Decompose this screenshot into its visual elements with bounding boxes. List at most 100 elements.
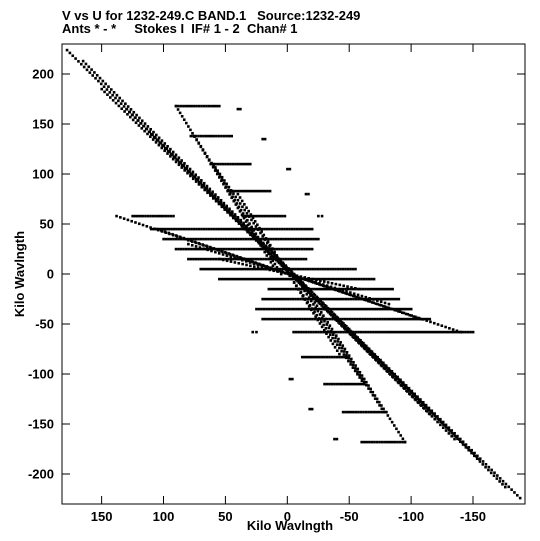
data-point [266, 297, 269, 301]
data-point [326, 287, 330, 291]
data-point [230, 247, 233, 251]
data-point [261, 267, 265, 271]
data-point [257, 237, 260, 241]
data-point [284, 264, 288, 267]
data-point [301, 294, 304, 298]
data-point [218, 277, 221, 281]
data-point [375, 440, 379, 444]
data-point [204, 134, 208, 138]
data-point [277, 277, 281, 281]
data-point [255, 277, 259, 281]
data-point [496, 474, 499, 477]
data-point [239, 189, 242, 193]
data-point [416, 330, 420, 334]
data-point [448, 326, 451, 330]
data-point [350, 307, 353, 311]
data-point [160, 146, 164, 150]
data-point [354, 267, 357, 271]
data-point [389, 370, 392, 374]
data-point [402, 383, 406, 387]
data-point [308, 407, 311, 411]
data-point [377, 410, 381, 414]
y-tick-label: -50 [35, 317, 54, 332]
data-point [379, 307, 383, 311]
data-point [424, 330, 428, 334]
data-point [345, 324, 348, 328]
data-point [463, 443, 467, 447]
data-point [259, 267, 262, 271]
data-point [197, 180, 201, 184]
data-point [335, 437, 339, 441]
data-point [239, 267, 242, 271]
data-point [322, 330, 325, 334]
data-point [238, 256, 242, 259]
data-point [359, 287, 362, 291]
data-point [299, 237, 303, 241]
data-point [248, 261, 252, 264]
data-point [223, 277, 226, 281]
data-point [263, 245, 266, 249]
data-point [244, 189, 247, 193]
data-point [119, 102, 123, 105]
data-point [117, 99, 120, 103]
data-point [419, 330, 423, 334]
data-point [164, 237, 168, 241]
data-point [353, 369, 357, 373]
data-point [366, 346, 369, 350]
data-point [275, 266, 279, 269]
data-point [280, 247, 284, 251]
data-point [305, 285, 308, 289]
data-point [315, 299, 319, 303]
data-point [303, 355, 307, 359]
data-point [294, 257, 298, 261]
data-point [194, 247, 198, 251]
data-point [302, 284, 306, 288]
data-point [232, 257, 235, 261]
data-point [323, 382, 326, 386]
data-point [217, 257, 220, 261]
data-point [119, 216, 122, 219]
data-point [302, 277, 306, 281]
data-point [197, 241, 201, 245]
data-point [180, 166, 184, 169]
data-point [401, 317, 404, 321]
data-point [431, 330, 435, 334]
data-point [301, 317, 304, 321]
data-point [162, 214, 165, 218]
data-point [257, 277, 261, 281]
data-point [167, 237, 170, 241]
data-point [260, 277, 264, 281]
data-point [357, 382, 361, 386]
data-point [134, 221, 137, 224]
data-point [353, 333, 357, 336]
data-point [142, 124, 145, 128]
data-point [77, 60, 80, 63]
data-point [209, 267, 213, 271]
data-point [234, 195, 237, 199]
data-point [473, 454, 476, 458]
data-point [331, 342, 335, 346]
data-point [368, 300, 372, 303]
data-point [402, 307, 406, 311]
y-axis-label: Kilo Wavlngth [12, 231, 27, 317]
data-point [317, 277, 321, 281]
data-point [329, 287, 333, 291]
data-point [214, 237, 218, 241]
data-point [237, 227, 241, 231]
data-point [327, 286, 330, 289]
data-point [346, 317, 349, 321]
data-point [347, 297, 350, 301]
data-point [258, 214, 262, 218]
data-point [373, 440, 376, 444]
data-point [107, 85, 110, 88]
data-point [464, 446, 468, 449]
data-point [367, 410, 370, 414]
data-point [400, 384, 403, 388]
data-point [264, 267, 267, 271]
data-point [215, 247, 218, 251]
data-point [275, 254, 279, 257]
data-point [388, 417, 392, 421]
data-point [330, 382, 334, 386]
data-point [202, 247, 206, 251]
data-point [273, 247, 276, 251]
